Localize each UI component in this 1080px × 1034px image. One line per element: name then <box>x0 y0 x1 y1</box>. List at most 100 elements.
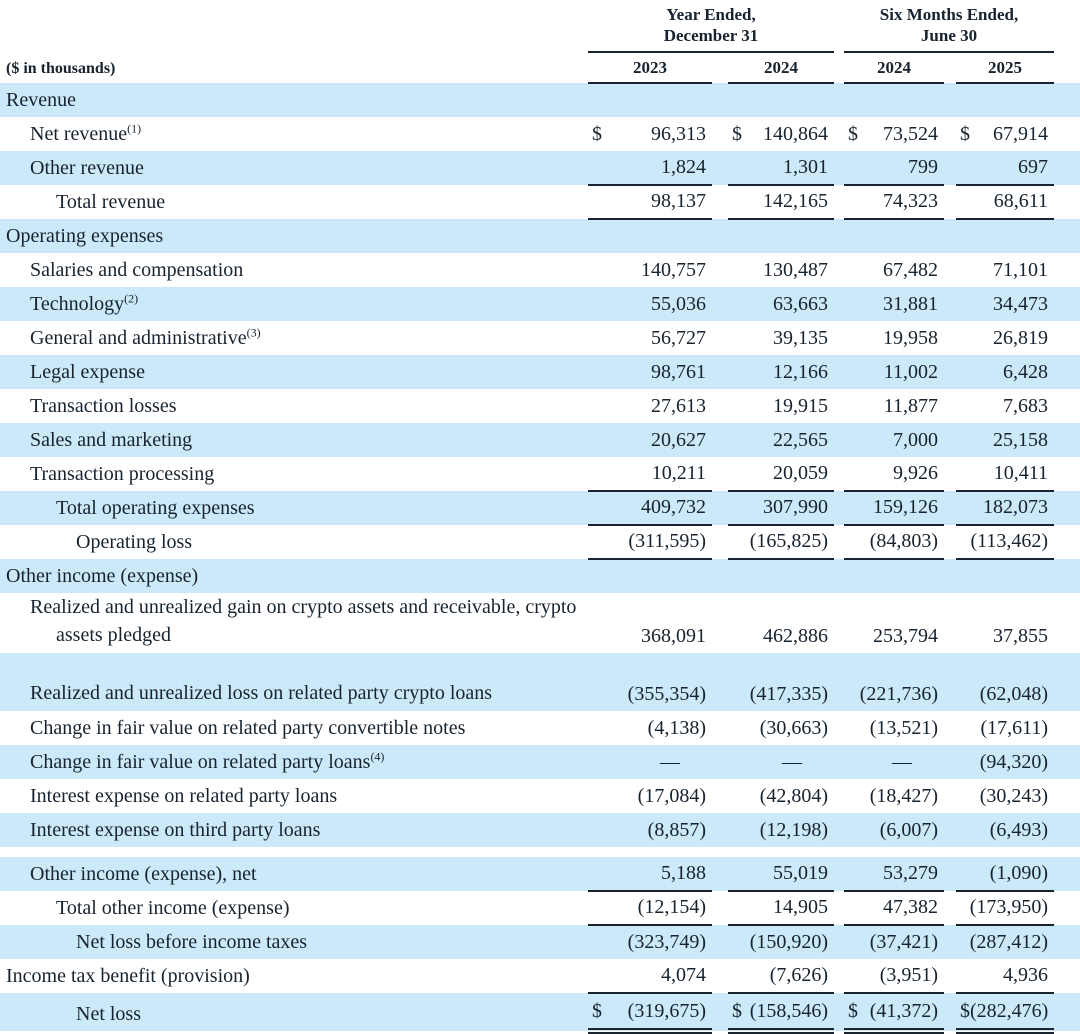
value-cell <box>588 559 712 593</box>
row-label: Income tax benefit (provision) <box>0 959 588 993</box>
column-gap <box>944 925 956 959</box>
cell-value: 11,877 <box>883 394 939 417</box>
row-label: Net revenue(1) <box>0 117 588 151</box>
cell-value: 7,683 <box>1003 394 1049 417</box>
cell-value: — <box>660 750 680 773</box>
value-cell: (4,138) <box>588 711 712 745</box>
right-pad <box>1054 321 1080 355</box>
cell-value: 22,565 <box>773 428 829 451</box>
cell-value: 6,428 <box>1003 360 1049 383</box>
value-cell: $67,914 <box>956 117 1054 151</box>
section-row: Other income (expense) <box>0 558 1080 593</box>
value-cell: 10,411 <box>956 456 1055 492</box>
right-pad <box>1054 423 1080 457</box>
column-gap <box>712 993 728 1031</box>
value-cell: 19,958 <box>844 321 944 355</box>
row-label-text: Change in fair value on related party lo… <box>30 748 385 773</box>
right-pad <box>1054 711 1080 745</box>
cell-value: (311,595) <box>628 529 706 552</box>
column-gap <box>712 219 728 253</box>
column-gap <box>834 219 844 253</box>
row-label-text: Change in fair value on related party co… <box>30 716 466 739</box>
column-gap <box>834 813 844 847</box>
cell-value: 26,819 <box>993 326 1049 349</box>
cell-value: 67,482 <box>883 258 939 281</box>
value-cell: (62,048) <box>956 653 1054 711</box>
value-cell: (6,493) <box>956 813 1054 847</box>
col-year-2025: 2025 <box>956 51 1055 84</box>
column-gap <box>944 355 956 389</box>
right-pad <box>1054 151 1080 185</box>
value-cell: (3,951) <box>844 958 945 994</box>
row-label-text: Other income (expense), net <box>30 862 257 885</box>
column-gap <box>944 151 956 185</box>
cell-value: 140,864 <box>763 122 829 145</box>
column-gap <box>712 287 728 321</box>
column-gap <box>712 925 728 959</box>
value-cell: (1,090) <box>956 856 1055 892</box>
row-label: Operating expenses <box>0 219 588 253</box>
cell-value: 39,135 <box>773 326 829 349</box>
table-row: Technology(2) 55,036 63,663 31,881 34,473 <box>0 286 1080 321</box>
cell-value: (8,857) <box>647 818 706 841</box>
row-label-text: Other revenue <box>30 156 144 179</box>
cell-value: 73,524 <box>883 122 939 145</box>
value-cell: (13,521) <box>844 711 944 745</box>
row-label: Revenue <box>0 83 588 117</box>
row-label-text: Total revenue <box>56 190 166 213</box>
value-cell <box>956 559 1054 593</box>
column-gap <box>944 857 956 891</box>
value-cell: (17,611) <box>956 711 1054 745</box>
column-gap <box>712 83 728 117</box>
cell-value: (12,154) <box>637 895 706 918</box>
right-pad <box>1054 389 1080 423</box>
value-cell: 71,101 <box>956 253 1054 287</box>
col-group-year-ended: Year Ended, December 31 <box>588 4 835 53</box>
row-label: Salaries and compensation <box>0 253 588 287</box>
value-cell: (17,084) <box>588 779 712 813</box>
value-cell: (30,243) <box>956 779 1054 813</box>
column-gap <box>712 593 728 653</box>
cell-value: (323,749) <box>627 930 706 953</box>
cell-value: (4,138) <box>647 716 706 739</box>
value-cell <box>728 83 834 117</box>
column-gap <box>944 52 956 83</box>
value-cell: $73,524 <box>844 117 944 151</box>
column-gap <box>712 389 728 423</box>
value-cell: 14,905 <box>728 890 835 926</box>
row-label-text: Operating expenses <box>6 224 164 247</box>
cell-value: 19,915 <box>773 394 829 417</box>
group-header-row: Year Ended, December 31 Six Months Ended… <box>0 4 1080 53</box>
dollar-sign: $ <box>848 999 859 1022</box>
row-label-text: Legal expense <box>30 360 145 383</box>
value-cell: (165,825) <box>728 524 835 560</box>
value-cell <box>844 83 944 117</box>
cell-value: 19,958 <box>883 326 939 349</box>
column-gap <box>944 321 956 355</box>
row-label: Net loss <box>0 993 588 1031</box>
cell-value: 34,473 <box>993 292 1049 315</box>
value-cell: 697 <box>956 150 1055 186</box>
value-cell: 31,881 <box>844 287 944 321</box>
value-cell: (355,354) <box>588 653 712 711</box>
cell-value: 67,914 <box>993 122 1049 145</box>
row-label-text: Realized and unrealized gain on crypto a… <box>30 595 577 646</box>
row-label: Total operating expenses <box>0 491 588 525</box>
table-row: Change in fair value on related party co… <box>0 711 1080 745</box>
value-cell: (42,804) <box>728 779 834 813</box>
value-cell: 12,166 <box>728 355 834 389</box>
column-gap <box>834 559 844 593</box>
value-cell: 11,002 <box>844 355 944 389</box>
cell-value: 140,757 <box>641 258 706 281</box>
value-cell <box>588 219 712 253</box>
col-group-line1: Year Ended, <box>666 5 756 24</box>
row-label: Change in fair value on related party lo… <box>0 745 588 779</box>
column-gap <box>834 52 844 83</box>
table-row: Net loss before income taxes (323,749) (15… <box>0 924 1080 959</box>
value-cell: (6,007) <box>844 813 944 847</box>
row-label: Sales and marketing <box>0 423 588 457</box>
value-cell: 34,473 <box>956 287 1054 321</box>
table-row: Total other income (expense) (12,154) 14,9… <box>0 890 1080 926</box>
section-row: Revenue <box>0 82 1080 117</box>
table-row: Realized and unrealized loss on related … <box>0 652 1080 711</box>
